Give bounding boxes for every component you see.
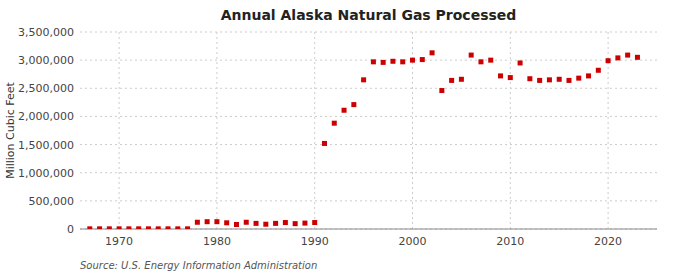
point xyxy=(400,59,405,64)
point xyxy=(293,221,298,226)
point xyxy=(596,68,601,73)
point xyxy=(371,59,376,64)
point xyxy=(439,88,444,93)
point xyxy=(459,77,464,82)
chart: Annual Alaska Natural Gas Processed 0 500,… xyxy=(0,0,675,275)
point xyxy=(615,55,620,60)
y-grid-line xyxy=(80,32,657,33)
y-tick-label: 3,000,000 xyxy=(18,54,74,67)
grid xyxy=(80,32,657,229)
point xyxy=(547,77,552,82)
point xyxy=(488,58,493,63)
y-grid-line xyxy=(80,200,657,201)
x-tick-label: 1980 xyxy=(203,235,231,248)
point xyxy=(87,226,92,229)
point xyxy=(498,73,503,78)
point xyxy=(156,226,161,229)
y-tick-label: 1,000,000 xyxy=(18,167,74,180)
point xyxy=(97,226,102,229)
y-grid-line xyxy=(80,88,657,89)
point xyxy=(283,220,288,225)
point xyxy=(117,226,122,229)
point xyxy=(254,221,259,226)
y-axis-label: Million Cubic Feet xyxy=(4,81,17,178)
point xyxy=(527,76,532,81)
point xyxy=(606,58,611,63)
point xyxy=(469,53,474,58)
x-tick-label: 1970 xyxy=(105,235,133,248)
y-tick-label: 2,500,000 xyxy=(18,82,74,95)
point xyxy=(166,226,171,229)
y-grid-line xyxy=(80,60,657,61)
y-grid-line xyxy=(80,116,657,117)
point xyxy=(478,59,483,64)
x-tick-label: 1990 xyxy=(301,235,329,248)
x-tick-label: 2000 xyxy=(399,235,427,248)
point xyxy=(518,60,523,65)
point xyxy=(420,57,425,62)
x-tick-label: 2010 xyxy=(496,235,524,248)
point xyxy=(107,226,112,229)
point xyxy=(205,219,210,224)
point xyxy=(195,220,200,225)
y-tick-label: 0 xyxy=(67,223,74,236)
point xyxy=(185,226,190,229)
point xyxy=(263,222,268,227)
point xyxy=(576,76,581,81)
points xyxy=(87,50,640,229)
point xyxy=(322,141,327,146)
y-tick-label: 2,000,000 xyxy=(18,110,74,123)
x-tick-label: 2020 xyxy=(594,235,622,248)
point xyxy=(508,75,513,80)
y-tick-label: 1,500,000 xyxy=(18,139,74,152)
point xyxy=(351,102,356,107)
point xyxy=(214,219,219,224)
point xyxy=(273,221,278,226)
point xyxy=(410,58,415,63)
point xyxy=(224,220,229,225)
y-grid-line xyxy=(80,144,657,145)
point xyxy=(146,226,151,229)
point xyxy=(635,55,640,60)
x-grid-line xyxy=(119,32,120,229)
y-grid-line xyxy=(80,172,657,173)
x-grid-line xyxy=(510,32,511,229)
point xyxy=(381,60,386,65)
x-grid-line xyxy=(314,32,315,229)
x-grid-line xyxy=(216,32,217,229)
point xyxy=(126,226,131,229)
point xyxy=(244,220,249,225)
point xyxy=(449,78,454,83)
point xyxy=(361,77,366,82)
point xyxy=(537,78,542,83)
point xyxy=(586,73,591,78)
y-tick-label: 3,500,000 xyxy=(18,26,74,39)
point xyxy=(312,220,317,225)
point xyxy=(136,226,141,229)
annotation: Source: U.S. Energy Information Administ… xyxy=(80,260,317,271)
point xyxy=(175,226,180,229)
title: Annual Alaska Natural Gas Processed xyxy=(221,7,517,23)
point xyxy=(234,222,239,227)
point xyxy=(302,221,307,226)
point xyxy=(342,108,347,113)
point xyxy=(625,53,630,58)
point xyxy=(332,121,337,126)
point xyxy=(566,78,571,83)
point xyxy=(430,50,435,55)
point xyxy=(557,77,562,82)
point xyxy=(390,59,395,64)
y-tick-label: 500,000 xyxy=(29,195,75,208)
